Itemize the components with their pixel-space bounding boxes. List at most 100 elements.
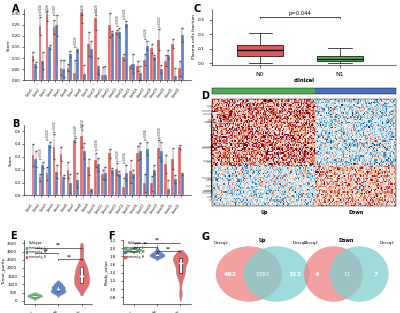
Bar [150, 183, 153, 195]
Bar [55, 25, 58, 80]
Text: 492: 492 [224, 271, 237, 276]
Bar [132, 174, 135, 195]
Bar [132, 64, 135, 80]
Text: 7: 7 [374, 271, 378, 276]
Text: p=0.018: p=0.018 [81, 119, 85, 130]
Bar [115, 32, 118, 80]
Text: p=0.049: p=0.049 [74, 124, 78, 136]
Bar [143, 60, 146, 80]
Bar [83, 151, 86, 195]
Text: Up: Up [259, 238, 266, 243]
Bar [136, 153, 139, 195]
Bar [111, 33, 114, 80]
Text: D: D [201, 91, 209, 101]
Bar [32, 56, 34, 80]
Bar [171, 159, 174, 195]
Bar [80, 136, 83, 195]
Text: p=0.038: p=0.038 [81, 3, 85, 15]
Bar [66, 68, 69, 80]
Bar [150, 48, 153, 80]
Bar [129, 66, 132, 80]
Bar [74, 73, 76, 80]
Bar [118, 32, 121, 80]
Text: p=0.007: p=0.007 [53, 3, 57, 15]
Bar [181, 35, 184, 80]
Bar [157, 148, 160, 195]
Text: p=0.035: p=0.035 [74, 35, 78, 47]
Text: p=0.026: p=0.026 [144, 28, 148, 39]
Bar [167, 54, 170, 80]
Bar [122, 57, 125, 80]
Bar [46, 16, 48, 80]
Bar [178, 147, 181, 195]
Text: p=0.034: p=0.034 [123, 151, 127, 163]
Bar [60, 68, 62, 80]
Text: p=0.035: p=0.035 [53, 121, 57, 132]
Bar [139, 73, 142, 80]
Bar [69, 54, 72, 80]
Text: Deseq2: Deseq2 [293, 241, 308, 245]
Bar [41, 165, 44, 195]
Bar [90, 190, 93, 195]
Text: C: C [194, 4, 201, 14]
Bar [52, 27, 55, 80]
Bar [34, 64, 37, 80]
Text: p=0.029: p=0.029 [116, 150, 120, 161]
Bar [146, 149, 149, 195]
FancyBboxPatch shape [156, 253, 158, 256]
Bar [69, 183, 72, 195]
Text: p=0.020: p=0.020 [158, 127, 162, 138]
PathPatch shape [317, 56, 363, 61]
Text: p=0.020: p=0.020 [46, 129, 50, 140]
Text: Deseq2: Deseq2 [304, 241, 319, 245]
Text: Deseq2: Deseq2 [380, 241, 394, 245]
Bar [88, 167, 90, 195]
Text: 11: 11 [343, 271, 350, 276]
Text: E: E [10, 231, 17, 241]
Bar [41, 61, 44, 80]
Legend: immunity_L, immunity_M, immunity_H: immunity_L, immunity_M, immunity_H [26, 241, 47, 259]
Bar [104, 75, 107, 80]
Bar [167, 188, 170, 195]
Bar [174, 76, 176, 80]
Text: p=0.024: p=0.024 [46, 3, 50, 15]
Bar [153, 170, 156, 195]
Bar [76, 180, 79, 195]
Bar [164, 60, 167, 80]
Bar [104, 173, 107, 195]
Bar [118, 174, 121, 195]
Y-axis label: Ploidy_value: Ploidy_value [104, 259, 108, 285]
Bar [164, 164, 167, 195]
Text: G: G [201, 232, 209, 242]
Bar [60, 154, 62, 195]
Text: p=0.038: p=0.038 [116, 14, 120, 26]
Bar [97, 66, 100, 80]
Legend: immunity_L, immunity_M, immunity_H: immunity_L, immunity_M, immunity_H [124, 241, 146, 259]
Bar [48, 47, 51, 80]
Text: **: ** [154, 238, 160, 243]
FancyBboxPatch shape [57, 286, 59, 291]
Bar [46, 173, 48, 195]
Bar [62, 177, 65, 195]
Bar [129, 171, 132, 195]
Bar [115, 169, 118, 195]
Bar [88, 44, 90, 80]
Text: 313: 313 [288, 271, 302, 276]
Text: Down: Down [348, 210, 364, 215]
Bar [139, 151, 142, 195]
Bar [76, 50, 79, 80]
Bar [90, 49, 93, 80]
Text: **: ** [166, 246, 171, 251]
Bar [34, 159, 37, 195]
Bar [108, 25, 111, 80]
Bar [55, 172, 58, 195]
Y-axis label: Score: Score [6, 39, 10, 50]
FancyBboxPatch shape [179, 258, 182, 273]
Bar [108, 153, 111, 195]
FancyBboxPatch shape [34, 295, 36, 297]
Bar [94, 18, 97, 80]
Bar [111, 170, 114, 195]
Text: Down: Down [339, 238, 354, 243]
Bar [160, 69, 162, 80]
Text: B: B [12, 119, 20, 129]
